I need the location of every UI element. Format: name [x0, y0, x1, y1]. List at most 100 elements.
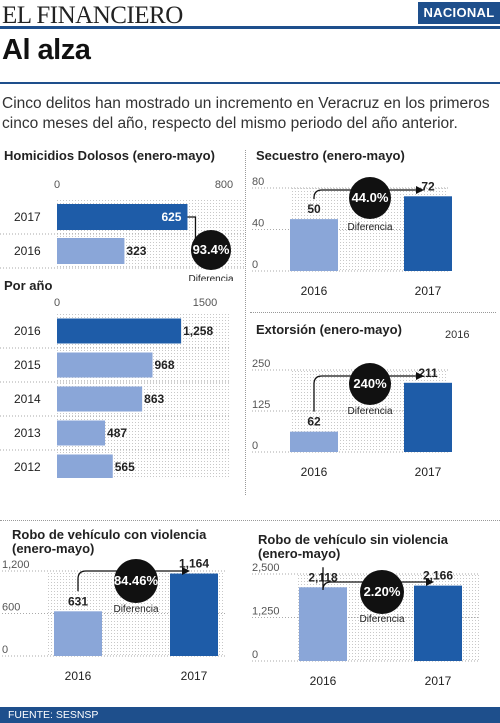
bar	[57, 204, 188, 230]
value-label: 631	[68, 594, 88, 608]
value-label: 211	[418, 366, 438, 380]
category-label: 2017	[14, 210, 41, 224]
intro-text: Cinco delitos han mostrado un incremento…	[2, 95, 490, 132]
value-label: 72	[421, 179, 435, 193]
difference-badge	[349, 177, 391, 219]
extorsion-chart: Extorsión (enero-mayo) 2016 0 125 250 2016 62 2…	[252, 322, 469, 479]
difference-value: 2.20%	[364, 584, 401, 599]
tick-label: 250	[252, 358, 270, 370]
bar	[290, 219, 338, 271]
chart-title: Homicidios Dolosos (enero-mayo)	[4, 148, 215, 163]
category-label: 2016	[65, 669, 92, 683]
difference-badge	[349, 363, 391, 405]
difference-connector	[187, 216, 197, 242]
tick-label: 0	[54, 297, 60, 309]
category-label: 2017	[415, 465, 442, 479]
tick-label: 2,500	[252, 562, 280, 574]
difference-badge	[360, 570, 404, 614]
chart-note: 2016	[445, 329, 469, 341]
bar	[57, 238, 125, 264]
secuestro-chart: Secuestro (enero-mayo) 0 40 80 2016 50 2017 72 4…	[252, 148, 452, 298]
category-label: 2017	[425, 674, 452, 688]
tick-label: 0	[252, 440, 258, 452]
difference-value: 93.4%	[193, 242, 230, 257]
value-label: 2,166	[423, 569, 453, 583]
category-label: 2016	[310, 674, 337, 688]
bar	[57, 454, 113, 478]
tick-label: 40	[252, 218, 264, 230]
value-label: 968	[155, 358, 175, 372]
chart-title: (enero-mayo)	[258, 546, 340, 561]
headline-rule	[0, 82, 500, 84]
bar	[290, 431, 338, 452]
value-label: 625	[161, 210, 181, 224]
value-label: 323	[126, 244, 146, 258]
robo-con-violencia-chart: Robo de vehículo con violencia(enero-may…	[2, 527, 225, 683]
difference-connector	[77, 570, 182, 592]
difference-label: Diferencia	[113, 604, 158, 615]
category-label: 2017	[415, 284, 442, 298]
tick-label: 1,250	[252, 606, 280, 618]
category-label: 2015	[14, 358, 41, 372]
difference-value: 240%	[353, 376, 387, 391]
bar	[57, 386, 143, 412]
chart-title: Secuestro (enero-mayo)	[256, 148, 405, 163]
robo-sin-violencia-chart: Robo de vehículo sin violencia(enero-may…	[252, 532, 480, 688]
value-label: 50	[307, 202, 321, 216]
tick-label: 80	[252, 176, 264, 188]
headline: Al alza	[2, 34, 91, 66]
category-label: 2017	[181, 669, 208, 683]
header-rule	[0, 26, 500, 29]
connector-arrow	[416, 372, 424, 380]
homicidios-chart: Homicidios Dolosos (enero-mayo) 0 800 2017 6…	[0, 148, 245, 281]
category-label: 2016	[14, 324, 41, 338]
value-label: 565	[115, 460, 135, 474]
connector-arrow	[426, 578, 434, 586]
difference-label: Diferencia	[188, 274, 233, 281]
panel-divider-bottom	[0, 520, 500, 521]
source-footer: FUENTE: SESNSP	[0, 707, 500, 723]
logo: EL FINANCIERO	[2, 2, 183, 29]
panel-divider	[250, 312, 496, 313]
bar	[404, 382, 452, 452]
difference-label: Diferencia	[359, 614, 404, 625]
difference-label: Diferencia	[347, 222, 392, 233]
value-label: 863	[144, 392, 164, 406]
bar	[57, 352, 153, 378]
difference-connector	[313, 375, 416, 412]
column-divider	[245, 150, 246, 495]
category-label: 2013	[14, 426, 41, 440]
category-label: 2016	[14, 244, 41, 258]
value-label: 62	[307, 415, 321, 429]
difference-connector	[322, 567, 426, 591]
tick-label: 0	[2, 644, 8, 656]
connector-arrow	[182, 567, 190, 575]
chart-title: (enero-mayo)	[12, 541, 94, 556]
difference-value: 44.0%	[352, 190, 389, 205]
bar	[54, 611, 102, 656]
bar	[170, 573, 218, 656]
bar	[57, 318, 182, 344]
bar	[299, 587, 347, 661]
section-label: NACIONAL	[418, 2, 500, 24]
category-label: 2014	[14, 392, 41, 406]
tick-label: 0	[252, 649, 258, 661]
tick-label: 0	[54, 179, 60, 191]
bar	[414, 585, 462, 661]
chart-title: Robo de vehículo con violencia	[12, 527, 207, 542]
tick-label: 0	[252, 259, 258, 271]
tick-label: 125	[252, 399, 270, 411]
chart-title: Extorsión (enero-mayo)	[256, 322, 402, 337]
value-label: 1,258	[183, 324, 213, 338]
bar	[57, 420, 106, 446]
category-label: 2016	[301, 284, 328, 298]
tick-label: 600	[2, 602, 20, 614]
category-label: 2016	[301, 465, 328, 479]
tick-label: 1,200	[2, 559, 30, 571]
chart-title: Por año	[4, 278, 52, 293]
difference-badge	[114, 559, 158, 603]
value-label: 1,164	[179, 557, 209, 571]
difference-label: Diferencia	[347, 406, 392, 417]
tick-label: 1500	[193, 297, 217, 309]
